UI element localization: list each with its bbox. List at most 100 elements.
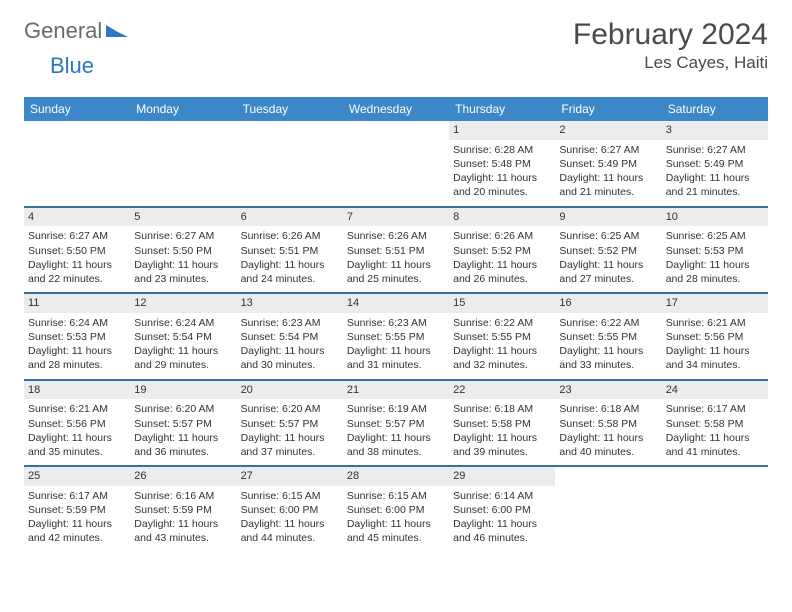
day-number: 23 [555,381,661,400]
cell-line: Daylight: 11 hours and 33 minutes. [559,344,657,372]
cell-line: Daylight: 11 hours and 29 minutes. [134,344,232,372]
cell-line: Daylight: 11 hours and 26 minutes. [453,258,551,286]
day-number: 14 [343,294,449,313]
calendar-cell: 11Sunrise: 6:24 AMSunset: 5:53 PMDayligh… [24,294,130,379]
cell-line: Sunset: 5:49 PM [559,157,657,171]
cell-line: Sunrise: 6:21 AM [28,402,126,416]
cell-line: Sunset: 5:48 PM [453,157,551,171]
calendar-cell: 20Sunrise: 6:20 AMSunset: 5:57 PMDayligh… [237,381,343,466]
cell-line: Daylight: 11 hours and 22 minutes. [28,258,126,286]
calendar-cell: 26Sunrise: 6:16 AMSunset: 5:59 PMDayligh… [130,467,236,552]
cell-line: Daylight: 11 hours and 46 minutes. [453,517,551,545]
calendar-cell [662,467,768,552]
cell-line: Sunset: 5:49 PM [666,157,764,171]
day-number: 25 [24,467,130,486]
cell-line: Daylight: 11 hours and 44 minutes. [241,517,339,545]
calendar-cell: 10 Sunrise: 6:25 AMSunset: 5:53 PMDayligh… [662,208,768,293]
day-number: 28 [343,467,449,486]
cell-line: Sunrise: 6:23 AM [347,316,445,330]
day-header-fri: Friday [555,97,661,121]
cell-line: Daylight: 11 hours and 39 minutes. [453,431,551,459]
day-header-mon: Monday [130,97,236,121]
cell-line: Daylight: 11 hours and 21 minutes. [559,171,657,199]
cell-line: Sunset: 5:54 PM [241,330,339,344]
cell-details: Sunrise: 6:27 AMSunset: 5:50 PMDaylight:… [130,229,236,286]
cell-details: Sunrise: 6:28 AMSunset: 5:48 PMDaylight:… [449,143,555,200]
cell-details: Sunrise: 6:18 AMSunset: 5:58 PMDaylight:… [449,402,555,459]
day-number: 6 [237,208,343,227]
cell-line: Daylight: 11 hours and 38 minutes. [347,431,445,459]
flag-icon [106,21,128,42]
cell-details: Sunrise: 6:18 AMSunset: 5:58 PMDaylight:… [555,402,661,459]
day-header-thu: Thursday [449,97,555,121]
day-number: 29 [449,467,555,486]
cell-details: Sunrise: 6:22 AMSunset: 5:55 PMDaylight:… [449,316,555,373]
cell-line: Sunset: 5:58 PM [559,417,657,431]
day-number: 22 [449,381,555,400]
calendar-row: 4Sunrise: 6:27 AMSunset: 5:50 PMDaylight… [24,206,768,293]
day-number: 3 [662,121,768,140]
cell-details: Sunrise: 6:23 AMSunset: 5:54 PMDaylight:… [237,316,343,373]
cell-line: Sunset: 5:52 PM [559,244,657,258]
cell-details: Sunrise: 6:25 AMSunset: 5:52 PMDaylight:… [555,229,661,286]
day-number: 12 [130,294,236,313]
cell-details: Sunrise: 6:24 AMSunset: 5:54 PMDaylight:… [130,316,236,373]
cell-line: Sunrise: 6:23 AM [241,316,339,330]
cell-line: Sunrise: 6:27 AM [28,229,126,243]
calendar-cell: 17Sunrise: 6:21 AMSunset: 5:56 PMDayligh… [662,294,768,379]
cell-details: Sunrise: 6:23 AMSunset: 5:55 PMDaylight:… [343,316,449,373]
month-title: February 2024 [573,18,768,51]
calendar-cell: 1 Sunrise: 6:28 AMSunset: 5:48 PMDaylight… [449,121,555,206]
calendar-cell [343,121,449,206]
brand-text-general: General [24,18,102,44]
calendar-cell [555,467,661,552]
calendar-cell: 3 Sunrise: 6:27 AMSunset: 5:49 PMDaylight… [662,121,768,206]
cell-line: Daylight: 11 hours and 23 minutes. [134,258,232,286]
cell-line: Sunset: 5:53 PM [28,330,126,344]
cell-details: Sunrise: 6:26 AMSunset: 5:51 PMDaylight:… [237,229,343,286]
cell-line: Daylight: 11 hours and 31 minutes. [347,344,445,372]
calendar-cell: 16Sunrise: 6:22 AMSunset: 5:55 PMDayligh… [555,294,661,379]
day-number: 10 [662,208,768,227]
cell-details: Sunrise: 6:25 AMSunset: 5:53 PMDaylight:… [662,229,768,286]
calendar-cell: 24Sunrise: 6:17 AMSunset: 5:58 PMDayligh… [662,381,768,466]
cell-line: Sunrise: 6:27 AM [134,229,232,243]
cell-line: Sunset: 5:57 PM [134,417,232,431]
cell-details: Sunrise: 6:27 AMSunset: 5:50 PMDaylight:… [24,229,130,286]
cell-line: Sunset: 5:59 PM [28,503,126,517]
calendar-cell: 25Sunrise: 6:17 AMSunset: 5:59 PMDayligh… [24,467,130,552]
cell-line: Sunrise: 6:27 AM [666,143,764,157]
calendar-cell: 2 Sunrise: 6:27 AMSunset: 5:49 PMDaylight… [555,121,661,206]
calendar-cell [237,121,343,206]
calendar-row: 18Sunrise: 6:21 AMSunset: 5:56 PMDayligh… [24,379,768,466]
cell-line: Sunrise: 6:20 AM [134,402,232,416]
location-subtitle: Les Cayes, Haiti [573,53,768,73]
cell-details: Sunrise: 6:15 AMSunset: 6:00 PMDaylight:… [343,489,449,546]
calendar-cell: 9Sunrise: 6:25 AMSunset: 5:52 PMDaylight… [555,208,661,293]
cell-line: Sunrise: 6:18 AM [453,402,551,416]
day-number: 2 [555,121,661,140]
cell-line: Sunrise: 6:15 AM [347,489,445,503]
cell-line: Sunrise: 6:27 AM [559,143,657,157]
day-number: 26 [130,467,236,486]
cell-line: Sunset: 6:00 PM [347,503,445,517]
cell-line: Sunset: 5:52 PM [453,244,551,258]
day-number: 13 [237,294,343,313]
cell-line: Sunset: 5:53 PM [666,244,764,258]
day-number: 19 [130,381,236,400]
calendar-cell: 22 Sunrise: 6:18 AMSunset: 5:58 PMDayligh… [449,381,555,466]
cell-details: Sunrise: 6:27 AMSunset: 5:49 PMDaylight:… [555,143,661,200]
day-header-wed: Wednesday [343,97,449,121]
calendar-cell: 23 Sunrise: 6:18 AMSunset: 5:58 PMDayligh… [555,381,661,466]
cell-line: Daylight: 11 hours and 25 minutes. [347,258,445,286]
calendar-cell: 6 Sunrise: 6:26 AMSunset: 5:51 PMDaylight… [237,208,343,293]
cell-line: Sunset: 5:55 PM [453,330,551,344]
calendar-cell: 29Sunrise: 6:14 AMSunset: 6:00 PMDayligh… [449,467,555,552]
cell-details: Sunrise: 6:21 AMSunset: 5:56 PMDaylight:… [662,316,768,373]
cell-line: Sunrise: 6:16 AM [134,489,232,503]
cell-details: Sunrise: 6:27 AMSunset: 5:49 PMDaylight:… [662,143,768,200]
cell-line: Sunset: 5:54 PM [134,330,232,344]
calendar-cell [24,121,130,206]
day-number: 1 [449,121,555,140]
cell-details: Sunrise: 6:20 AMSunset: 5:57 PMDaylight:… [237,402,343,459]
